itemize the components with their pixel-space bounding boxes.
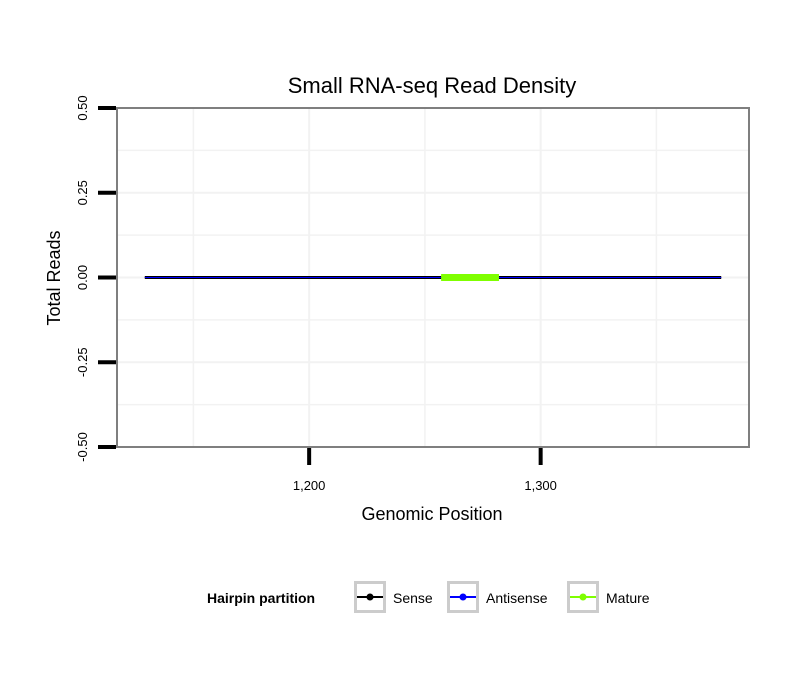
legend: Hairpin partition Sense Antisense Mature [207,581,650,613]
legend-label: Sense [393,590,433,606]
legend-key-point [366,593,374,601]
y-tick-label: -0.25 [75,347,90,377]
y-axis-label: Total Reads [44,230,64,325]
legend-label: Antisense [486,590,548,606]
y-tick-label: 0.00 [75,265,90,290]
y-tick-label: 0.25 [75,180,90,205]
plot-panel-border [116,107,750,448]
legend-key-point [459,593,467,601]
x-tick-label: 1,300 [524,478,557,493]
y-tick-label: 0.50 [75,95,90,120]
x-axis-label: Genomic Position [361,504,502,524]
legend-item-mature: Mature [567,581,650,613]
legend-item-sense: Sense [354,581,433,613]
x-tick-label: 1,200 [293,478,326,493]
y-tick-label: -0.50 [75,432,90,462]
chart-title: Small RNA-seq Read Density [288,73,577,98]
legend-label: Mature [606,590,650,606]
legend-key-point [579,593,587,601]
legend-title: Hairpin partition [207,590,315,606]
legend-item-antisense: Antisense [447,581,548,613]
